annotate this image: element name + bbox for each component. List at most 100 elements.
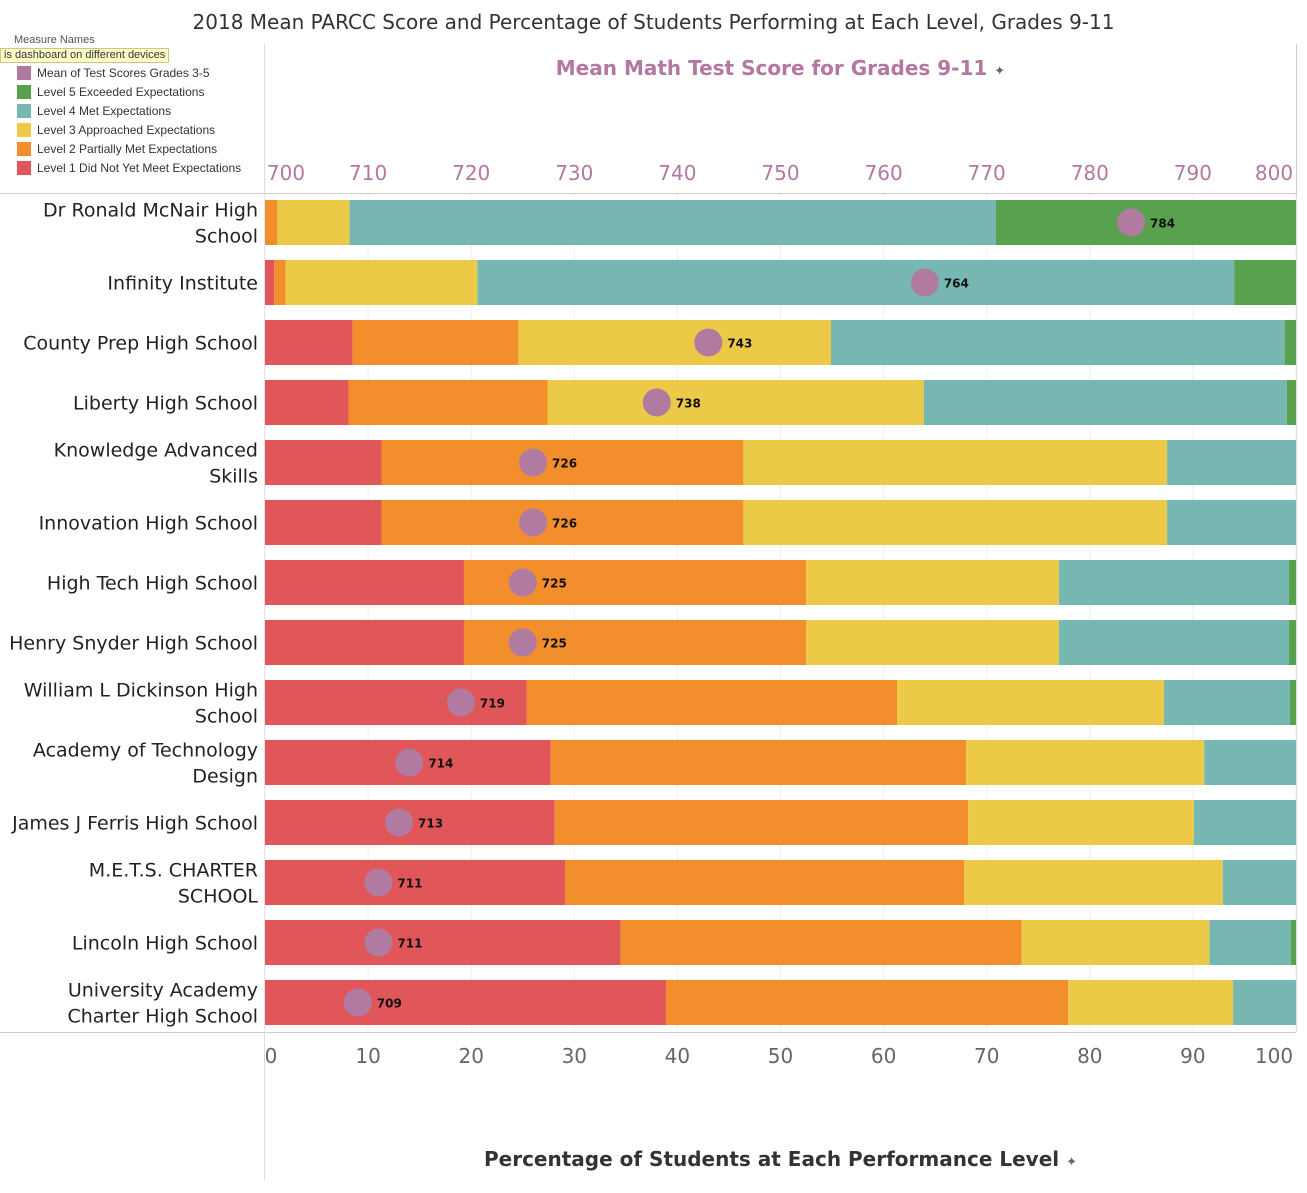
bar-row[interactable]: [265, 320, 1296, 365]
bar-segment[interactable]: [265, 920, 621, 965]
bar-row[interactable]: [265, 260, 1296, 305]
bar-segment[interactable]: [968, 800, 1194, 845]
bar-segment[interactable]: [743, 500, 1168, 545]
bar-segment[interactable]: [1164, 680, 1290, 725]
bar-segment[interactable]: [1289, 680, 1296, 725]
bar-segment[interactable]: [666, 980, 1069, 1025]
mean-score-dot[interactable]: [694, 328, 723, 357]
bar-row[interactable]: [265, 380, 1296, 425]
bar-segment[interactable]: [995, 200, 1296, 245]
bar-segment[interactable]: [1021, 920, 1210, 965]
bar-row[interactable]: [265, 560, 1296, 605]
bar-segment[interactable]: [1233, 980, 1296, 1025]
mean-score-dot[interactable]: [364, 928, 393, 957]
mean-score-dot[interactable]: [446, 688, 475, 717]
bar-segment[interactable]: [1068, 980, 1234, 1025]
mean-score-dot[interactable]: [364, 868, 393, 897]
bar-segment[interactable]: [265, 620, 464, 665]
bar-row[interactable]: [265, 860, 1296, 905]
bar-segment[interactable]: [743, 440, 1168, 485]
legend-item[interactable]: Level 1 Did Not Yet Meet Expectations: [17, 160, 241, 176]
bar-segment[interactable]: [265, 380, 349, 425]
legend-item[interactable]: Level 4 Met Expectations: [17, 103, 171, 119]
mean-score-dot[interactable]: [1117, 208, 1146, 237]
bar-segment[interactable]: [1204, 740, 1296, 785]
mean-score-dot[interactable]: [519, 448, 548, 477]
bar-segment[interactable]: [277, 200, 350, 245]
bar-segment[interactable]: [352, 320, 519, 365]
bar-segment[interactable]: [274, 260, 286, 305]
bar-segment[interactable]: [1222, 860, 1296, 905]
mean-score-label: 743: [727, 337, 752, 351]
bar-segment[interactable]: [565, 860, 965, 905]
bar-segment[interactable]: [265, 980, 667, 1025]
bar-segment[interactable]: [1209, 920, 1291, 965]
bar-segment[interactable]: [1058, 560, 1289, 605]
bar-segment[interactable]: [1284, 320, 1296, 365]
category-label: Innovation High School: [39, 513, 258, 535]
legend-item[interactable]: Level 5 Exceeded Expectations: [17, 84, 204, 100]
bar-segment[interactable]: [806, 620, 1059, 665]
bar-segment[interactable]: [1286, 380, 1296, 425]
pin-icon[interactable]: ✦: [994, 64, 1006, 79]
mean-score-dot[interactable]: [508, 568, 537, 597]
mean-score-dot[interactable]: [642, 388, 671, 417]
legend-item[interactable]: Level 3 Approached Expectations: [17, 122, 215, 138]
bar-row[interactable]: [265, 740, 1296, 785]
bar-segment[interactable]: [349, 200, 996, 245]
bar-segment[interactable]: [348, 380, 548, 425]
bar-segment[interactable]: [285, 260, 478, 305]
bar-row[interactable]: [265, 500, 1296, 545]
bar-segment[interactable]: [265, 260, 275, 305]
bar-segment[interactable]: [265, 560, 464, 605]
bar-segment[interactable]: [1058, 620, 1289, 665]
bar-segment[interactable]: [265, 440, 382, 485]
bar-segment[interactable]: [526, 680, 898, 725]
bar-segment[interactable]: [1167, 440, 1296, 485]
bar-segment[interactable]: [966, 740, 1205, 785]
mean-score-dot[interactable]: [519, 508, 548, 537]
bar-segment[interactable]: [265, 320, 353, 365]
legend-item[interactable]: Mean of Test Scores Grades 3-5: [17, 65, 210, 81]
bar-segment[interactable]: [1234, 260, 1296, 305]
mean-score-dot[interactable]: [910, 268, 939, 297]
bar-row[interactable]: [265, 800, 1296, 845]
bar-segment[interactable]: [1288, 620, 1296, 665]
bar-segment[interactable]: [265, 200, 278, 245]
bar-segment[interactable]: [550, 740, 967, 785]
bar-segment[interactable]: [518, 320, 832, 365]
bar-segment[interactable]: [1167, 500, 1296, 545]
bar-segment[interactable]: [381, 440, 744, 485]
bar-row[interactable]: [265, 200, 1296, 245]
bar-segment[interactable]: [964, 860, 1223, 905]
mean-score-dot[interactable]: [395, 748, 424, 777]
bar-row[interactable]: [265, 620, 1296, 665]
mean-score-dot[interactable]: [343, 988, 372, 1017]
bar-segment[interactable]: [265, 860, 566, 905]
bar-segment[interactable]: [265, 680, 527, 725]
bar-segment[interactable]: [1193, 800, 1296, 845]
bar-segment[interactable]: [1288, 560, 1296, 605]
bar-segment[interactable]: [477, 260, 1235, 305]
bar-segment[interactable]: [1290, 920, 1296, 965]
bar-segment[interactable]: [831, 320, 1285, 365]
bar-segment[interactable]: [620, 920, 1022, 965]
bar-row[interactable]: [265, 980, 1296, 1025]
bar-segment[interactable]: [923, 380, 1287, 425]
bar-row[interactable]: [265, 920, 1296, 965]
mean-score-dot[interactable]: [385, 808, 414, 837]
top-axis-title: Mean Math Test Score for Grades 9-11 ✦: [555, 56, 1006, 80]
bar-row[interactable]: [265, 680, 1296, 725]
bar-row[interactable]: [265, 440, 1296, 485]
bar-segment[interactable]: [897, 680, 1165, 725]
bar-segment[interactable]: [806, 560, 1059, 605]
mean-score-dot[interactable]: [508, 628, 537, 657]
bar-segment[interactable]: [265, 500, 382, 545]
category-label: Henry Snyder High School: [9, 633, 258, 655]
pin-icon[interactable]: ✦: [1066, 1155, 1078, 1170]
bar-segment[interactable]: [547, 380, 924, 425]
legend-item[interactable]: Level 2 Partially Met Expectations: [17, 141, 217, 157]
bar-segment[interactable]: [554, 800, 969, 845]
bar-segment[interactable]: [381, 500, 744, 545]
